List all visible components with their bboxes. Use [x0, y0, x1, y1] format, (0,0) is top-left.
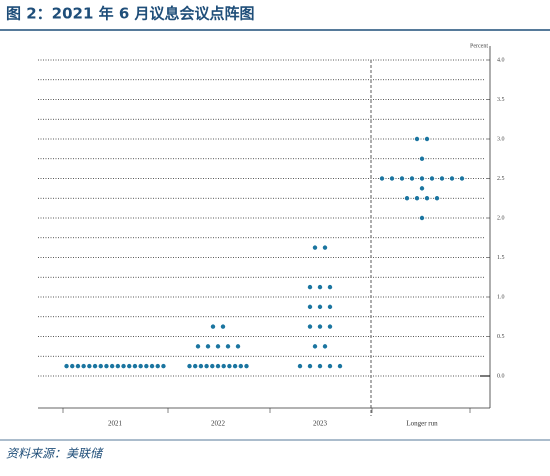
dot	[419, 156, 425, 161]
dot	[81, 363, 86, 369]
dot	[187, 363, 192, 369]
dot	[389, 176, 395, 181]
dot	[198, 363, 204, 369]
dot	[317, 363, 323, 369]
dot	[161, 363, 166, 369]
dot	[307, 324, 313, 329]
dot	[138, 363, 143, 369]
dot	[449, 176, 455, 181]
y-axis-label: Percent	[470, 43, 488, 49]
dot	[87, 363, 92, 369]
dot	[205, 344, 211, 349]
dot	[317, 324, 323, 329]
dot	[75, 363, 81, 369]
dot	[225, 344, 231, 349]
dot	[322, 344, 328, 349]
dot	[215, 363, 221, 369]
dot	[210, 324, 216, 329]
dot	[215, 344, 221, 349]
dot	[92, 363, 98, 369]
dot	[429, 176, 435, 181]
y-tick-label: 2.5	[497, 176, 505, 182]
dot	[144, 363, 149, 369]
dot	[424, 136, 430, 142]
dot	[439, 176, 445, 181]
dot	[98, 363, 103, 369]
x-tick-label: 2022	[211, 420, 226, 428]
dot	[312, 344, 318, 349]
dot	[327, 284, 333, 290]
dot	[434, 196, 440, 201]
dot	[322, 245, 328, 250]
dot	[312, 245, 318, 250]
dot	[195, 344, 201, 349]
dot	[220, 324, 226, 329]
dot	[132, 363, 138, 369]
dot	[232, 363, 238, 369]
dot	[327, 324, 333, 329]
dot	[379, 176, 385, 181]
dot	[235, 344, 241, 349]
dot	[121, 363, 126, 369]
dot	[227, 363, 232, 369]
dot	[307, 284, 313, 290]
x-tick-label: 2021	[108, 420, 123, 428]
x-tick-label: 2023	[313, 420, 328, 428]
dot	[204, 363, 209, 369]
dot	[221, 363, 226, 369]
dot	[155, 363, 160, 369]
dot	[409, 176, 415, 181]
dot	[104, 363, 109, 369]
dot	[459, 176, 465, 181]
dot	[210, 363, 215, 369]
y-tick-label: 0.5	[497, 334, 505, 340]
dot	[297, 363, 303, 369]
dot	[419, 186, 425, 191]
source: 资料来源：美联储	[6, 447, 104, 461]
dot	[244, 363, 249, 369]
dot	[327, 363, 333, 369]
x-tick-label: Longer run	[406, 420, 438, 428]
dot	[109, 363, 115, 369]
dot	[64, 363, 69, 369]
dot	[404, 196, 410, 201]
y-tick-label: 0.0	[497, 373, 505, 379]
dot	[307, 304, 313, 310]
dot	[327, 304, 333, 310]
dot	[414, 136, 420, 142]
dot	[127, 363, 132, 369]
dot	[414, 196, 420, 201]
y-tick-label: 4.0	[497, 57, 505, 63]
y-tick-label: 1.5	[497, 255, 505, 261]
y-tick-label: 3.5	[497, 97, 505, 103]
dot	[115, 363, 121, 369]
dot	[337, 363, 343, 369]
dot	[307, 363, 313, 369]
dot	[419, 176, 425, 181]
dot	[238, 363, 243, 369]
dot	[317, 284, 323, 290]
y-tick-label: 2.0	[497, 215, 505, 221]
dot	[70, 363, 75, 369]
dot	[424, 196, 430, 201]
dot	[399, 176, 405, 181]
dot	[419, 215, 425, 221]
dot	[149, 363, 155, 369]
y-tick-label: 3.0	[497, 136, 505, 142]
dot	[193, 363, 198, 369]
y-tick-label: 1.0	[497, 294, 505, 300]
page-title: 图 2：2021 年 6 月议息会议点阵图	[6, 5, 255, 23]
dot	[317, 304, 323, 310]
